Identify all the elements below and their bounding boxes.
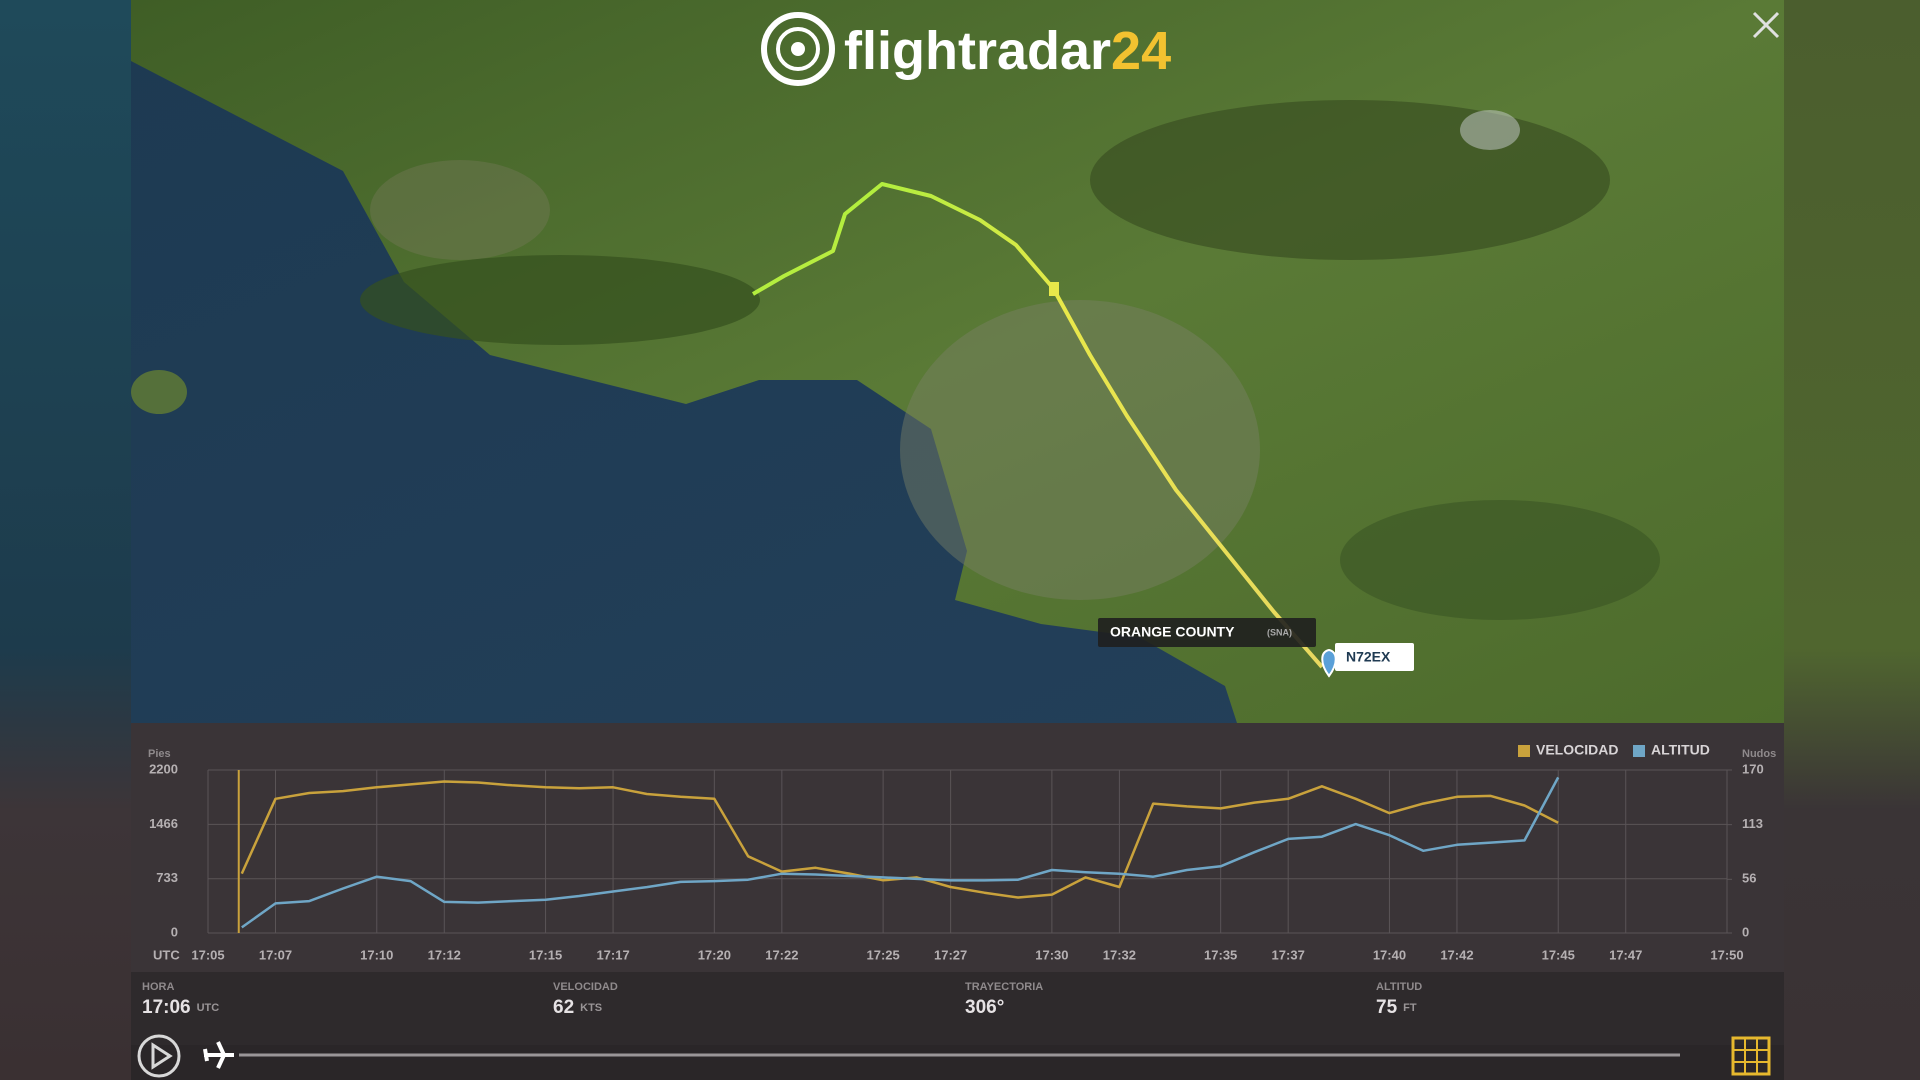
x-tick-label: 17:12 — [428, 947, 461, 962]
info-value-text: 17:06 — [142, 997, 191, 1018]
urban-area — [370, 160, 550, 260]
info-value-text: 75 — [1376, 997, 1398, 1018]
x-tick-label: 17:27 — [934, 947, 967, 962]
y2-tick-label: 56 — [1742, 871, 1756, 886]
airport-code: (SNA) — [1267, 627, 1292, 637]
airport-name: ORANGE COUNTY — [1110, 624, 1235, 640]
close-button[interactable] — [1752, 11, 1780, 39]
y2-tick-label: 0 — [1742, 924, 1749, 939]
aircraft-label-box[interactable] — [1335, 643, 1414, 671]
play-icon[interactable] — [151, 1042, 173, 1070]
playback-bar — [131, 1045, 1784, 1080]
altitude-speed-chart: Pies Nudos UTC 0 733 1466 2200 0 56 113 170 17:05 17… — [148, 742, 1776, 963]
chart-panel — [131, 723, 1784, 972]
x-tick-label: 17:22 — [765, 947, 798, 962]
x-tick-label: 17:37 — [1272, 947, 1305, 962]
track-marker — [1049, 282, 1059, 296]
snow — [1460, 110, 1520, 150]
info-value-text: 62 — [553, 997, 574, 1018]
x-tick-label: 17:42 — [1440, 947, 1473, 962]
y-tick-label: 2200 — [149, 761, 178, 776]
flight-track — [751, 182, 1324, 669]
logo-text: flightradar24 — [844, 21, 1171, 81]
y-tick-label: 1466 — [149, 816, 178, 831]
side-blur — [0, 0, 131, 1080]
legend-swatch — [1633, 745, 1645, 757]
airport-label-box — [1098, 618, 1316, 647]
x-tick-label: 17:50 — [1710, 947, 1743, 962]
info-value: 17:06 UTC — [142, 997, 219, 1018]
y2-tick-label: 113 — [1742, 816, 1763, 831]
info-value-text: 306° — [965, 997, 1004, 1018]
x-tick-label: 17:32 — [1103, 947, 1136, 962]
series-line — [241, 776, 1560, 929]
flight-info: HORA 17:06 UTC VELOCIDAD 62 KTS TRAYECTORIA 306… — [142, 981, 1422, 1018]
x-tick-label: 17:15 — [529, 947, 562, 962]
aircraft-pin[interactable] — [1321, 648, 1337, 678]
info-unit: FT — [1403, 1002, 1417, 1014]
info-label: ALTITUD — [1376, 981, 1422, 993]
x-tick-label: 17:25 — [866, 947, 899, 962]
logo-name: flightradar — [844, 21, 1111, 81]
x-tick-label: 17:10 — [360, 947, 393, 962]
info-value: 306° — [965, 997, 1004, 1018]
y2-axis-title: Nudos — [1742, 748, 1776, 760]
legend-label: VELOCIDAD — [1536, 742, 1618, 758]
mountains — [1090, 100, 1610, 260]
info-value: 75 FT — [1376, 997, 1417, 1018]
y-tick-label: 0 — [171, 924, 178, 939]
island — [131, 370, 187, 414]
y2-tick-label: 170 — [1742, 761, 1764, 776]
logo-icon — [791, 42, 805, 56]
grid-toggle[interactable] — [1731, 1036, 1771, 1076]
info-unit: KTS — [580, 1002, 602, 1014]
timeline-plane-handle[interactable] — [203, 1041, 234, 1069]
x-tick-label: 17:35 — [1204, 947, 1237, 962]
grid-toggle[interactable] — [1733, 1038, 1769, 1074]
x-tick-label: 17:20 — [698, 947, 731, 962]
x-tick-label: 17:45 — [1542, 947, 1575, 962]
x-axis-prefix: UTC — [153, 947, 180, 962]
y-tick-label: 733 — [156, 870, 178, 885]
play-button[interactable] — [137, 1034, 181, 1078]
x-tick-label: 17:17 — [596, 947, 629, 962]
y-axis-title: Pies — [148, 748, 171, 760]
logo-icon — [761, 12, 835, 86]
logo-suffix: 24 — [1111, 21, 1171, 81]
info-label: HORA — [142, 981, 174, 993]
info-panel — [131, 972, 1784, 1045]
legend-label: ALTITUD — [1651, 742, 1710, 758]
info-label: VELOCIDAD — [553, 981, 618, 993]
x-tick-label: 17:30 — [1035, 947, 1068, 962]
x-tick-label: 17:40 — [1373, 947, 1406, 962]
info-value: 62 KTS — [553, 997, 602, 1018]
logo-icon — [776, 27, 820, 71]
mountains — [1340, 500, 1660, 620]
info-unit: UTC — [197, 1002, 220, 1014]
x-tick-label: 17:05 — [191, 947, 224, 962]
urban-area — [900, 300, 1260, 600]
legend-swatch — [1518, 745, 1530, 757]
x-tick-label: 17:07 — [259, 947, 292, 962]
aircraft-registration[interactable]: N72EX — [1346, 649, 1391, 665]
map[interactable]: ORANGE COUNTY (SNA) N72EX flightradar24 — [131, 0, 1784, 723]
mountains — [360, 255, 760, 345]
info-label: TRAYECTORIA — [965, 981, 1043, 993]
x-tick-label: 17:47 — [1609, 947, 1642, 962]
side-blur — [1784, 0, 1920, 1080]
